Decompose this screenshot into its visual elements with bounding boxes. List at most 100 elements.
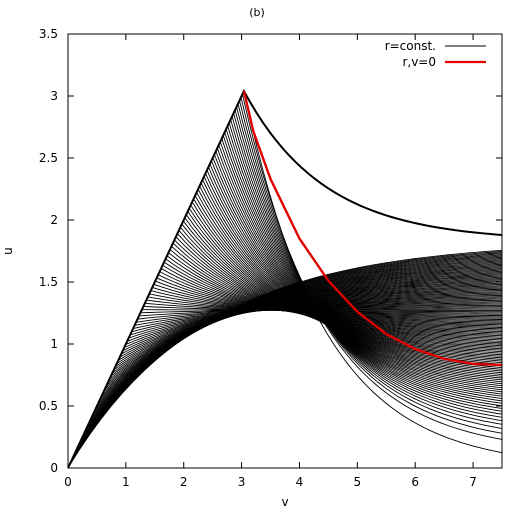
x-tick-label: 6	[411, 475, 419, 489]
r-const-line	[206, 170, 503, 375]
r-v-zero-line	[242, 90, 503, 367]
r-const-line	[144, 302, 503, 314]
r-const-curves	[67, 88, 503, 469]
r-const-line	[147, 296, 503, 317]
r-const-line	[134, 303, 503, 326]
r-const-line	[135, 304, 503, 323]
r-const-line	[185, 214, 503, 353]
x-tick-label: 1	[122, 475, 130, 489]
x-tick-label: 3	[238, 475, 246, 489]
r-const-line	[152, 287, 503, 320]
x-axis-label: v	[281, 495, 288, 509]
x-tick-label: 0	[64, 475, 72, 489]
r-const-line	[196, 192, 503, 364]
r-const-line	[131, 301, 503, 333]
r-const-line	[202, 179, 503, 370]
r-const-line	[230, 119, 503, 409]
r-const-line	[150, 290, 503, 319]
r-const-line	[203, 176, 503, 372]
r-const-line	[175, 236, 503, 342]
r-const-line	[219, 141, 503, 393]
r-const-line	[225, 128, 503, 402]
r-const-line	[140, 308, 503, 314]
legend-label-r-v-zero: r,v=0	[402, 55, 436, 69]
r-const-line	[187, 211, 503, 354]
r-const-line	[156, 277, 503, 324]
y-tick-label: 2	[50, 213, 58, 227]
r-const-line	[208, 166, 503, 377]
r-const-line	[177, 233, 503, 344]
x-tick-label: 2	[180, 475, 188, 489]
r-const-line	[233, 113, 503, 415]
y-tick-label: 0.5	[39, 399, 58, 413]
y-tick-label: 2.5	[39, 151, 58, 165]
r-const-line	[243, 90, 503, 454]
r-const-line	[181, 223, 503, 348]
r-const-line	[239, 100, 503, 429]
y-tick-label: 1.5	[39, 275, 58, 289]
r-const-line	[143, 306, 503, 313]
r-const-line	[165, 258, 503, 333]
r-const-line	[162, 264, 503, 330]
r-const-line	[166, 255, 503, 334]
r-const-line	[141, 309, 503, 311]
r-const-line	[231, 116, 503, 412]
r-const-line	[190, 204, 503, 357]
r-const-line	[216, 147, 503, 389]
r-const-line	[132, 302, 503, 330]
r-const-line	[159, 271, 503, 327]
y-axis: 0 0.5 1 1.5 2 2.5 3 3.5	[39, 27, 502, 475]
r-const-line	[138, 307, 503, 317]
r-const-line	[210, 160, 503, 381]
r-const-line	[234, 109, 503, 418]
r-const-line	[213, 154, 503, 385]
r-const-line	[182, 220, 503, 350]
r-const-line	[184, 217, 503, 351]
r-const-line	[188, 208, 503, 356]
y-tick-label: 3.5	[39, 27, 58, 41]
r-const-line	[129, 299, 503, 336]
r-const-line	[222, 135, 503, 397]
r-const-line	[160, 268, 503, 328]
r-const-line	[237, 103, 503, 425]
r-const-line	[168, 252, 503, 335]
r-const-line	[137, 306, 503, 320]
r-const-line	[193, 198, 503, 360]
r-const-line	[221, 138, 503, 395]
r-const-line	[227, 125, 503, 404]
y-tick-label: 1	[50, 337, 58, 351]
y-axis-label: u	[1, 247, 15, 255]
r-const-line	[163, 261, 503, 331]
r-const-line	[224, 132, 503, 399]
r-const-line	[169, 249, 503, 337]
plot-frame	[67, 33, 503, 469]
r-const-line	[149, 293, 503, 318]
r-const-line	[128, 298, 503, 339]
legend: r=const. r,v=0	[385, 39, 486, 69]
y-tick-label: 0	[50, 461, 58, 475]
r-const-line	[171, 245, 503, 338]
r-const-line	[228, 122, 503, 407]
chart-title: (b)	[249, 6, 265, 19]
r-const-line	[174, 239, 503, 341]
r-const-line	[191, 201, 503, 359]
x-axis: 0 1 2 3 4 5 6 7	[64, 34, 477, 489]
r-v-zero-curve	[242, 90, 503, 367]
x-tick-label: 4	[296, 475, 304, 489]
r-const-line	[180, 226, 503, 347]
r-const-line	[209, 163, 503, 379]
r-const-line	[236, 106, 503, 422]
r-const-line	[155, 280, 503, 323]
r-const-line	[194, 195, 503, 362]
r-const-line	[215, 151, 503, 387]
r-const-line	[212, 157, 503, 383]
r-const-line	[172, 242, 503, 339]
envelope-line	[67, 88, 503, 469]
x-tick-label: 7	[469, 475, 477, 489]
r-const-line	[205, 173, 503, 374]
r-const-line	[157, 274, 503, 326]
r-const-line	[218, 144, 503, 391]
r-const-line	[240, 97, 503, 434]
legend-label-r-const: r=const.	[385, 39, 436, 53]
r-const-line	[146, 299, 503, 315]
